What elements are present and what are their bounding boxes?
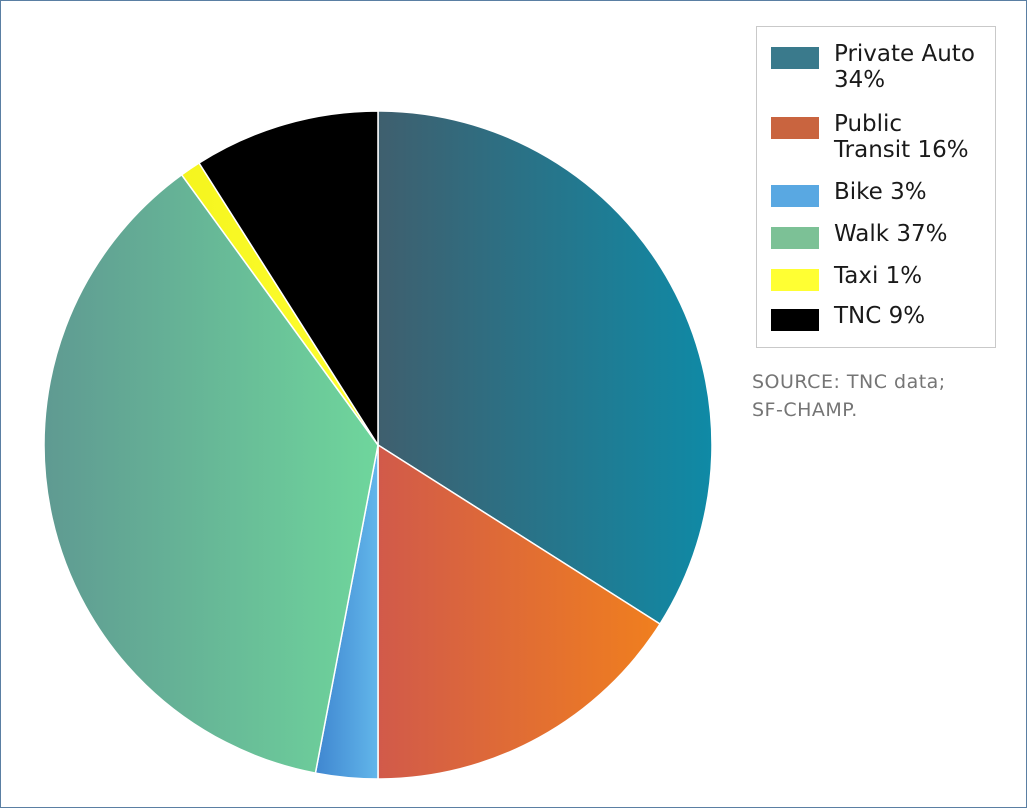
legend-swatch-bike bbox=[771, 185, 819, 207]
legend-label-tnc: TNC 9% bbox=[834, 303, 926, 329]
legend-label-private-auto: Private Auto 34% bbox=[834, 41, 975, 93]
legend-swatch-walk bbox=[771, 227, 819, 249]
legend: Private Auto 34% Public Transit 16% Bike… bbox=[756, 26, 996, 348]
pie-slices bbox=[43, 110, 713, 780]
pie-slice-private-auto bbox=[377, 110, 713, 626]
legend-item-tnc: TNC 9% bbox=[771, 303, 925, 331]
pie-slice-public-transit bbox=[377, 443, 662, 780]
legend-label-taxi: Taxi 1% bbox=[834, 263, 923, 289]
legend-swatch-tnc bbox=[771, 309, 819, 331]
legend-label-bike: Bike 3% bbox=[834, 179, 927, 205]
legend-item-walk: Walk 37% bbox=[771, 221, 948, 249]
legend-item-public-transit: Public Transit 16% bbox=[771, 111, 984, 163]
pie-slice-tnc bbox=[197, 110, 379, 448]
legend-swatch-private-auto bbox=[771, 47, 819, 69]
pie-slice-walk bbox=[43, 173, 379, 774]
source-note: SOURCE: TNC data; SF-CHAMP. bbox=[752, 368, 1002, 424]
legend-item-taxi: Taxi 1% bbox=[771, 263, 922, 291]
legend-item-bike: Bike 3% bbox=[771, 179, 927, 207]
legend-swatch-public-transit bbox=[771, 117, 819, 139]
legend-label-public-transit: Public Transit 16% bbox=[834, 111, 969, 163]
source-line-2: SF-CHAMP. bbox=[752, 399, 858, 421]
legend-label-walk: Walk 37% bbox=[834, 221, 948, 247]
source-line-1: SOURCE: TNC data; bbox=[752, 371, 946, 393]
legend-swatch-taxi bbox=[771, 269, 819, 291]
legend-item-private-auto: Private Auto 34% bbox=[771, 41, 984, 93]
